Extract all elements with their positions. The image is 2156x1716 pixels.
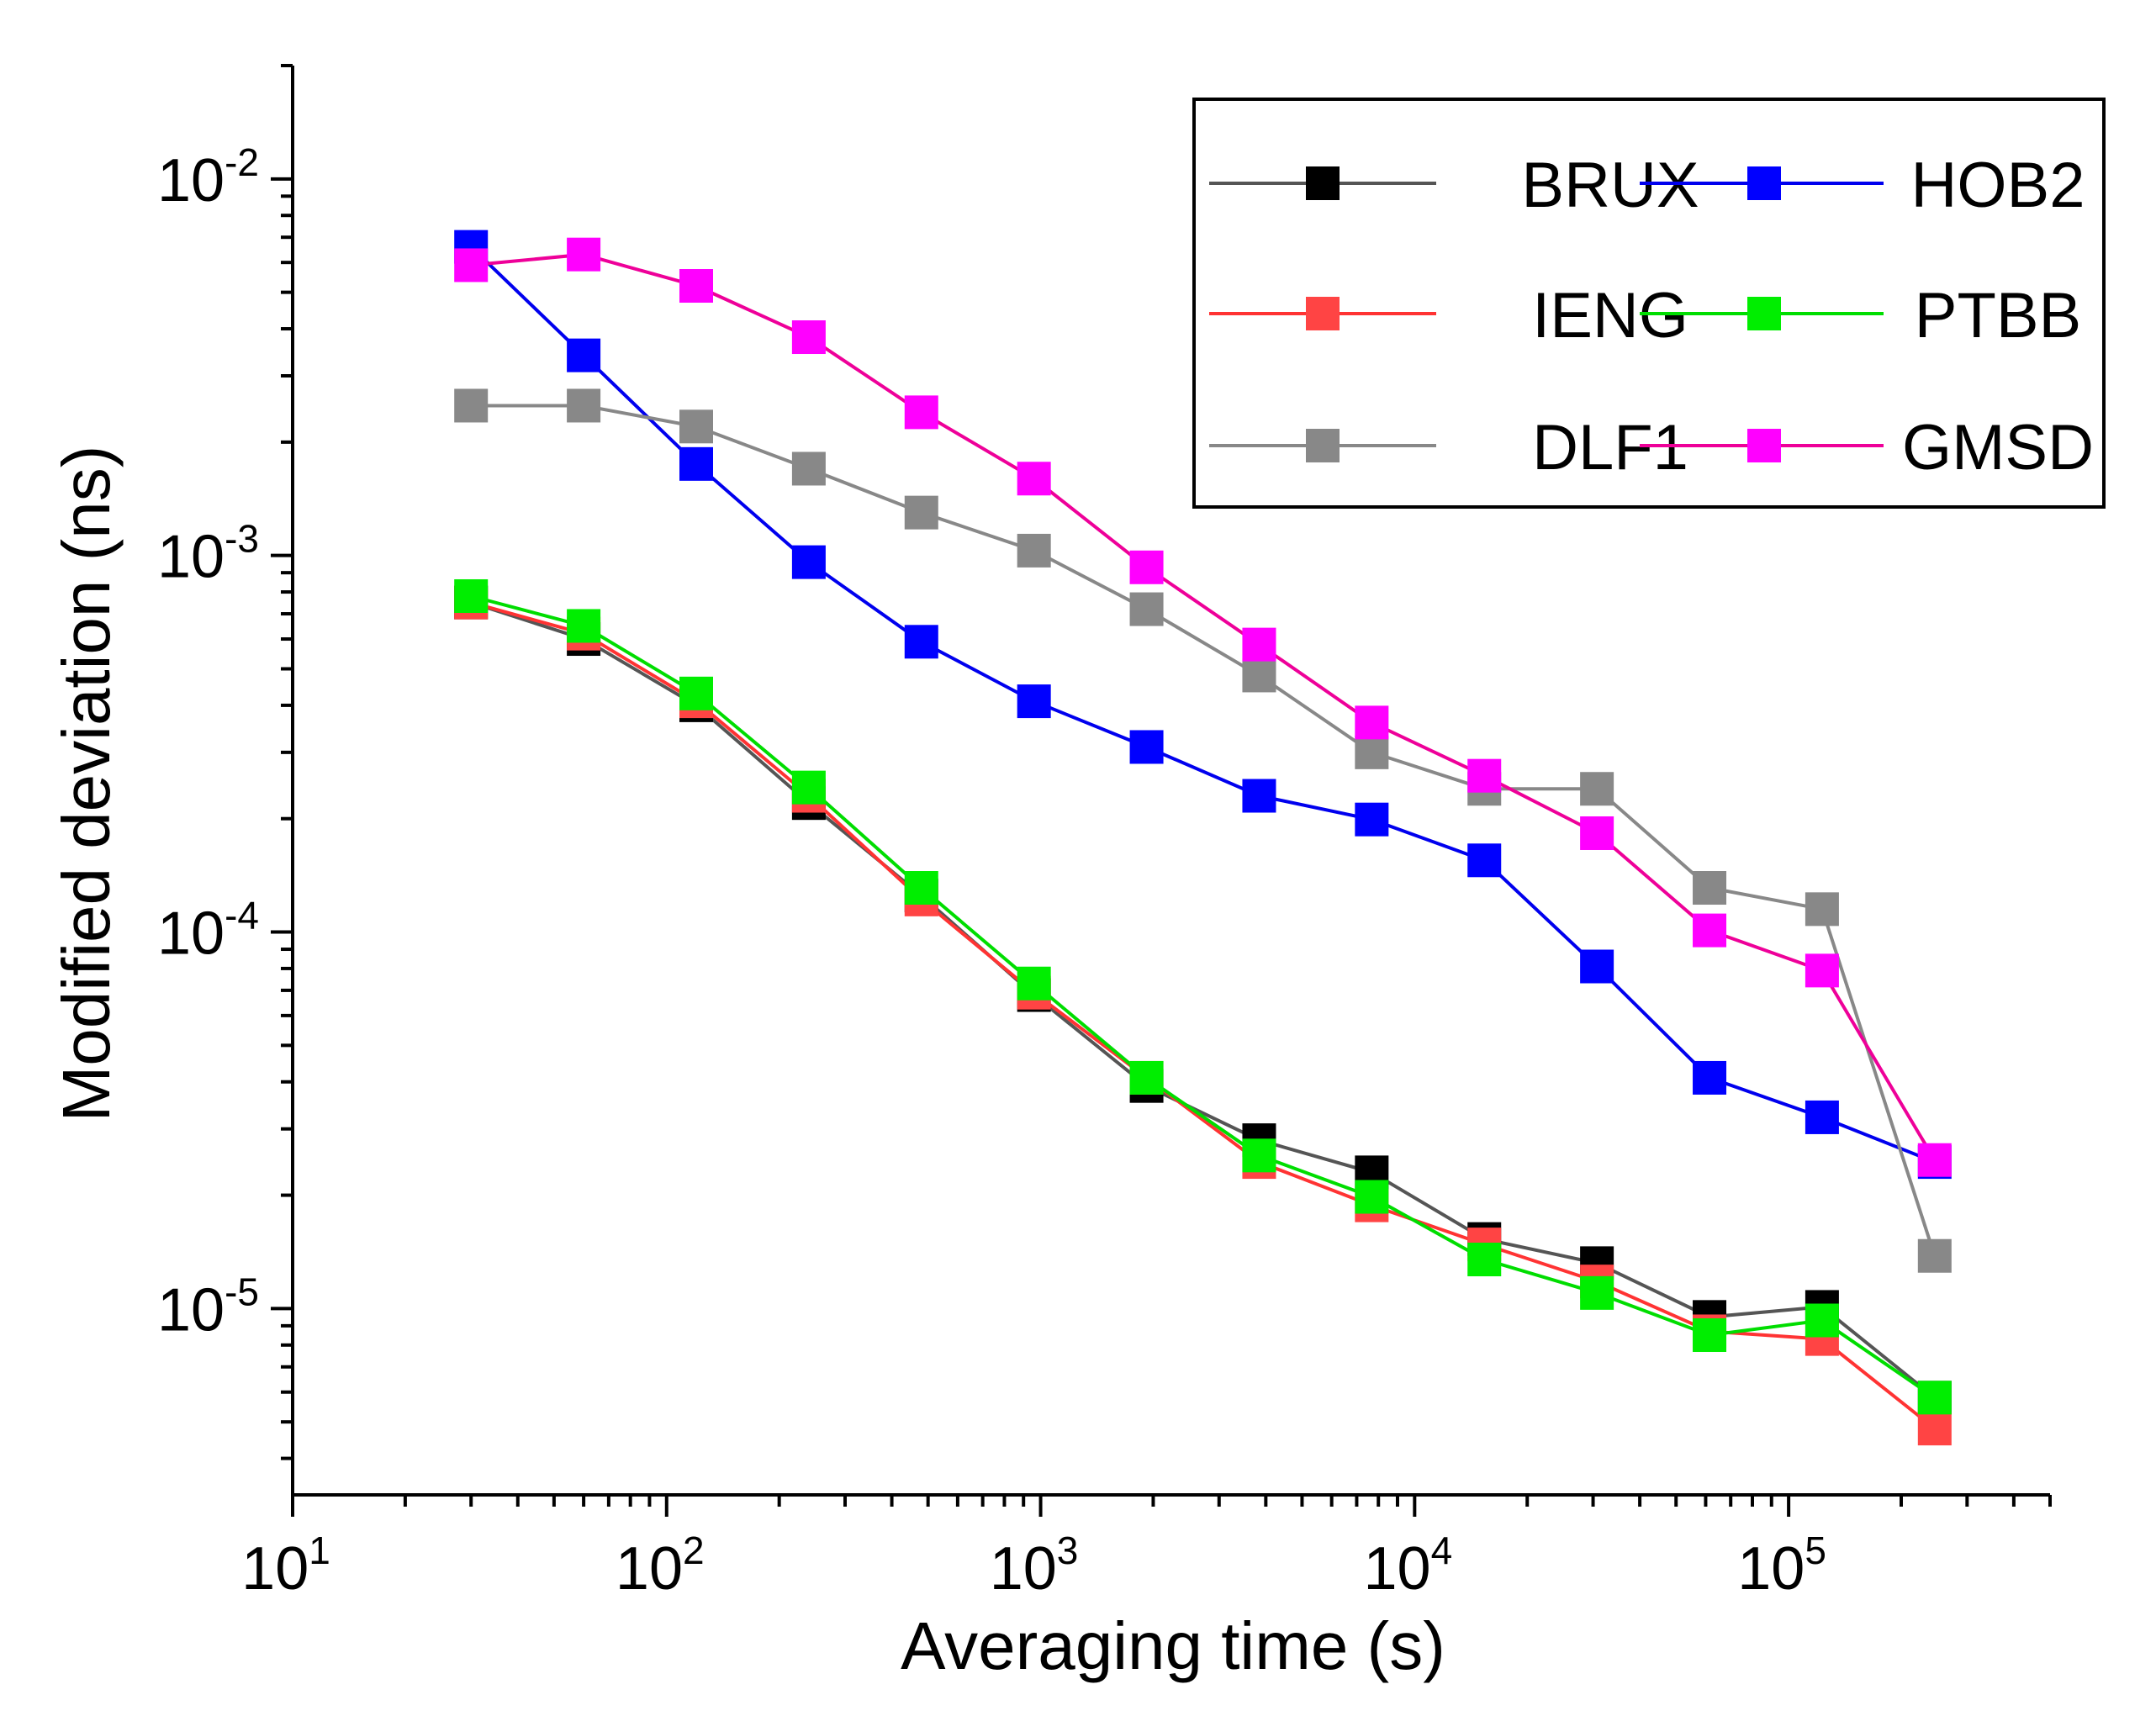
data-point (1355, 705, 1389, 740)
data-point (1693, 1060, 1727, 1095)
x-tick-label: 102 (616, 1529, 705, 1602)
legend-item-brux: BRUX (1209, 150, 1699, 221)
data-point (1467, 843, 1502, 878)
data-point (1242, 627, 1276, 662)
x-axis-label: Averaging time (s) (901, 1608, 1445, 1683)
data-point (1017, 966, 1051, 1001)
y-tick-label: 10-5 (157, 1270, 259, 1344)
y-tick-label: 10-2 (157, 140, 259, 214)
series-line-gmsd (471, 252, 1937, 1161)
legend-label: DLF1 (1532, 412, 1688, 483)
y-tick-label: 10-3 (157, 517, 259, 591)
series-line-ptbb (470, 594, 1936, 1399)
data-point (904, 625, 938, 659)
legend-marker (1306, 429, 1340, 462)
data-point (1917, 1238, 1952, 1273)
data-point (1017, 462, 1051, 496)
series-line-ieng (470, 600, 1937, 1430)
data-point (791, 320, 826, 355)
data-point (679, 446, 713, 481)
legend-label: BRUX (1521, 150, 1699, 221)
legend-label: HOB2 (1911, 150, 2085, 221)
data-point (1355, 1180, 1389, 1214)
data-point (1467, 758, 1502, 793)
data-point (1242, 779, 1276, 813)
legend-marker (1747, 297, 1781, 330)
legend-item-dlf1: DLF1 (1209, 412, 1688, 483)
data-point (904, 395, 938, 430)
legend-label: PTBB (1915, 280, 2082, 351)
legend-label: IENG (1532, 280, 1688, 351)
legend-marker (1747, 166, 1781, 200)
y-tick-label: 10-4 (157, 894, 259, 968)
data-point (1917, 1143, 1952, 1177)
legend-marker (1306, 297, 1340, 330)
data-point (1580, 772, 1614, 806)
data-point (1355, 802, 1389, 837)
series-line-brux (470, 600, 1937, 1399)
data-point (567, 388, 601, 423)
data-point (454, 248, 489, 282)
series-brux (454, 585, 1952, 1415)
data-point (1242, 1138, 1276, 1173)
data-point (1129, 1060, 1164, 1095)
data-point (679, 409, 713, 444)
data-point (1805, 892, 1839, 927)
data-point (1805, 1100, 1839, 1134)
series-gmsd (454, 237, 1952, 1177)
series-line-hob2 (469, 246, 1936, 1164)
data-point (567, 338, 601, 372)
plot-area (454, 230, 1952, 1446)
legend-item-gmsd: GMSD (1640, 412, 2094, 483)
series-ptbb (454, 578, 1952, 1415)
legend-item-ptbb: PTBB (1640, 280, 2081, 351)
data-point (904, 871, 938, 906)
data-point (1467, 1243, 1502, 1277)
x-tick-label: 103 (990, 1529, 1079, 1602)
data-point (454, 578, 489, 613)
data-point (1017, 684, 1051, 719)
series-dlf1 (454, 388, 1952, 1273)
data-point (1693, 1317, 1727, 1352)
data-point (1242, 658, 1276, 693)
data-point (1580, 949, 1614, 984)
legend-box (1192, 98, 2106, 509)
series-line-dlf1 (471, 404, 1937, 1257)
legend-item-hob2: HOB2 (1640, 150, 2085, 221)
x-tick-label: 101 (241, 1529, 330, 1602)
data-point (1129, 592, 1164, 626)
data-point (1017, 533, 1051, 568)
y-axis-label: Modified deviation (ns) (49, 446, 124, 1122)
data-point (1355, 735, 1389, 769)
legend-marker (1747, 429, 1781, 462)
data-point (1805, 953, 1839, 988)
x-tick-label: 104 (1363, 1529, 1452, 1602)
data-point (1917, 1381, 1952, 1415)
data-point (1129, 730, 1164, 764)
data-point (1580, 816, 1614, 850)
data-point (904, 495, 938, 530)
data-point (679, 676, 713, 710)
data-point (567, 237, 601, 272)
legend: BRUX HOB2 IENG PTBB DLF1 GMSD (1192, 98, 2106, 509)
data-point (1693, 871, 1727, 906)
legend-label: GMSD (1902, 412, 2094, 483)
data-point (454, 388, 489, 423)
legend-marker (1306, 166, 1340, 200)
data-point (791, 545, 826, 579)
data-point (1580, 1275, 1614, 1310)
data-point (679, 269, 713, 304)
legend-item-ieng: IENG (1209, 280, 1688, 351)
axes: 101 102 103 104 105 10-5 10-4 10-3 10-2 (157, 64, 2052, 1602)
x-tick-label: 105 (1737, 1529, 1826, 1602)
data-point (791, 451, 826, 486)
data-point (1129, 550, 1164, 584)
data-point (791, 770, 826, 805)
data-point (1693, 913, 1727, 948)
data-point (1805, 1303, 1839, 1338)
data-point (567, 609, 601, 643)
data-point (1917, 1412, 1952, 1446)
